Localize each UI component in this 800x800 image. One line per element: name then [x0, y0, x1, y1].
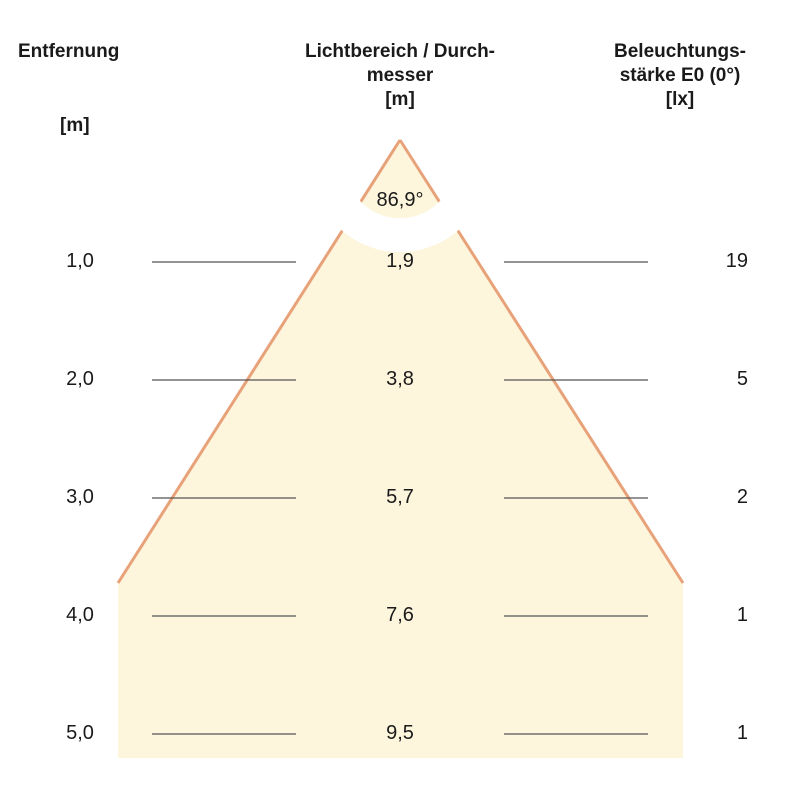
distance-value: 1,0: [66, 250, 94, 272]
illuminance-header: Beleuchtungs- stärke E0 (0°) [lx]: [614, 41, 746, 110]
diameter-header: Lichtbereich / Durch- messer [m]: [304, 41, 496, 110]
distance-header: Entfernung: [18, 41, 120, 62]
distance-value: 4,0: [66, 604, 94, 626]
diameter-value: 5,7: [386, 486, 414, 508]
diameter-value: 9,5: [386, 722, 414, 744]
illuminance-value: 1: [736, 722, 748, 744]
distance-value: 5,0: [66, 722, 94, 744]
illuminance-value: 5: [736, 368, 748, 390]
angle-label-gap: [313, 175, 487, 253]
illuminance-value: 1: [736, 604, 748, 626]
distance-unit: [m]: [60, 115, 90, 136]
diameter-value: 7,6: [386, 604, 414, 626]
illuminance-value: 2: [736, 486, 748, 508]
illuminance-value: 19: [725, 250, 748, 272]
distance-value: 2,0: [66, 368, 94, 390]
beam-angle-label: 86,9°: [376, 189, 424, 211]
distance-value: 3,0: [66, 486, 94, 508]
light-cone: [118, 140, 683, 758]
diameter-value: 1,9: [386, 250, 414, 272]
diameter-value: 3,8: [386, 368, 414, 390]
